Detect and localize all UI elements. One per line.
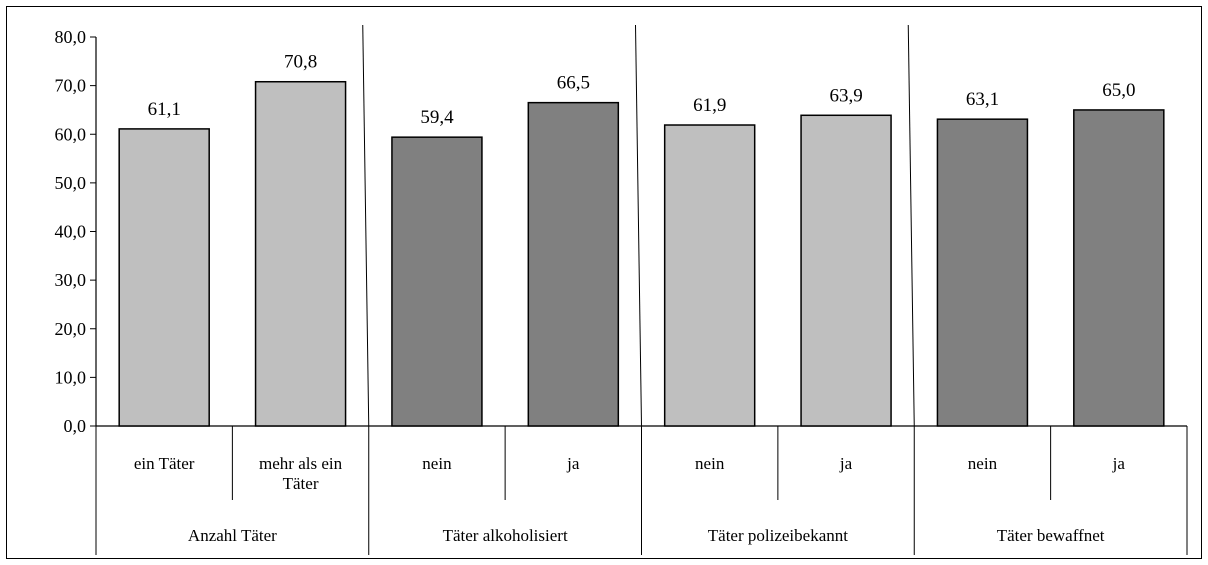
y-tick-label: 20,0: [55, 319, 87, 339]
y-tick-label: 50,0: [55, 173, 87, 193]
bar: [527, 101, 620, 427]
data-label: 61,1: [148, 99, 181, 120]
category-label: Täter: [283, 474, 319, 493]
y-tick-label: 70,0: [55, 76, 87, 96]
bar: [118, 128, 210, 427]
bar: [391, 136, 483, 427]
data-label: 65,0: [1102, 80, 1135, 101]
data-label: 59,4: [420, 107, 454, 128]
y-tick-label: 0,0: [64, 416, 87, 436]
group-separator: [635, 24, 642, 427]
bar: [663, 124, 756, 427]
data-label: 63,1: [966, 89, 999, 110]
y-tick-label: 60,0: [55, 124, 87, 144]
group-label: Täter polizeibekannt: [708, 526, 848, 545]
category-label: nein: [422, 454, 452, 473]
category-label: nein: [968, 454, 998, 473]
y-tick-label: 40,0: [55, 222, 87, 242]
data-label: 66,5: [557, 73, 590, 94]
bar: [800, 114, 892, 427]
data-label: 70,8: [284, 52, 317, 73]
data-label: 61,9: [693, 95, 726, 116]
y-tick-label: 80,0: [55, 27, 87, 47]
category-label: mehr als ein: [259, 454, 343, 473]
category-label: ein Täter: [134, 454, 195, 473]
y-tick-label: 30,0: [55, 270, 87, 290]
category-label: ja: [1112, 454, 1126, 473]
group-label: Täter bewaffnet: [997, 526, 1105, 545]
group-label: Anzahl Täter: [188, 526, 277, 545]
category-label: ja: [839, 454, 853, 473]
y-tick-label: 10,0: [55, 367, 87, 387]
group-separator: [907, 24, 915, 427]
category-label: nein: [695, 454, 725, 473]
group-separator: [362, 24, 370, 427]
data-label: 63,9: [829, 85, 862, 106]
bar: [254, 80, 347, 427]
bar: [936, 118, 1029, 427]
category-label: ja: [566, 454, 580, 473]
group-label: Täter alkoholisiert: [443, 526, 568, 545]
bar: [1073, 109, 1165, 427]
